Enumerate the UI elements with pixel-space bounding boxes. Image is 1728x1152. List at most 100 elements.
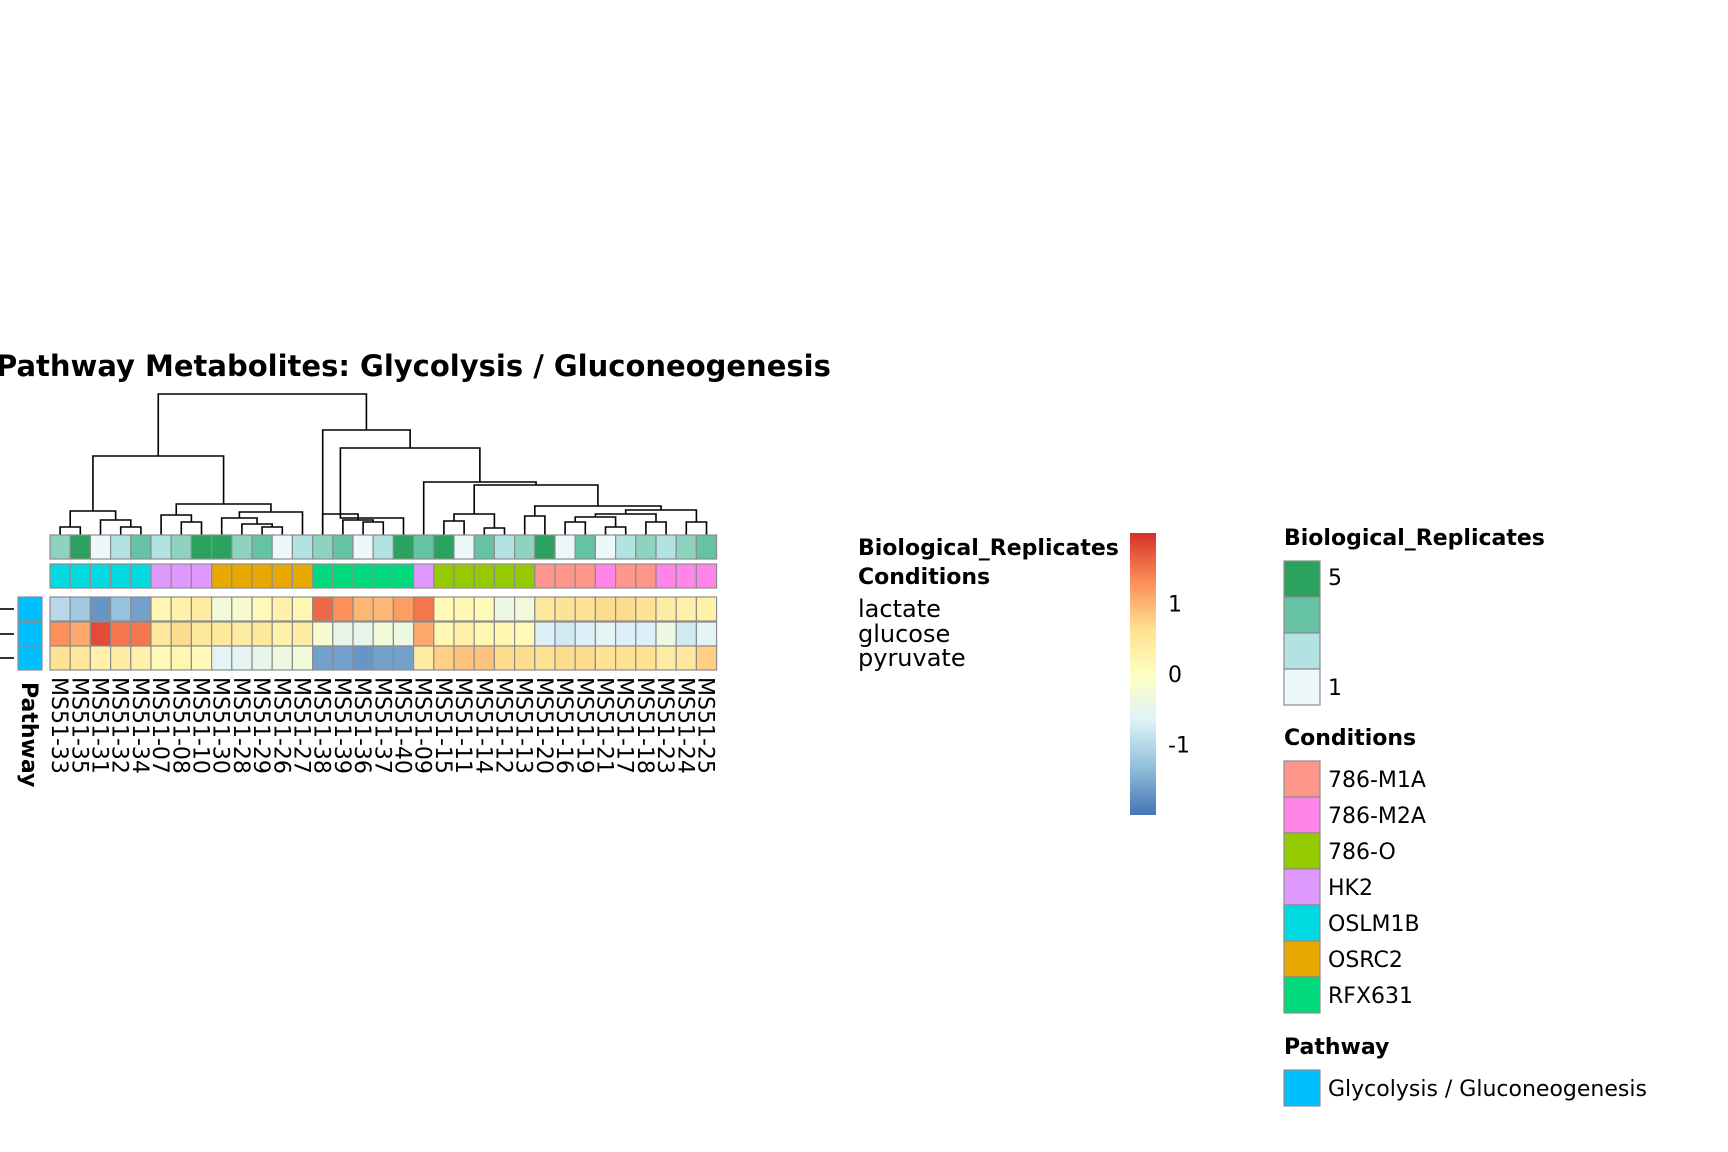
- heatmap-cell: [392, 621, 415, 647]
- dendrogram-link: [564, 521, 587, 535]
- heatmap-cell: [271, 621, 294, 647]
- condition-cell: [473, 563, 496, 589]
- heatmap-cell: [493, 596, 516, 622]
- condition-cell: [312, 563, 334, 589]
- column-label: MS51-20: [531, 677, 556, 774]
- column-label: MS51-39: [329, 677, 354, 774]
- heatmap-cell: [332, 645, 354, 671]
- condition-cell: [291, 563, 314, 589]
- condition-cell: [49, 563, 71, 589]
- column-label: MS51-38: [309, 677, 334, 774]
- replicate-cell: [433, 534, 455, 560]
- dendrogram-link: [645, 521, 667, 535]
- column-label: MS51-25: [693, 677, 718, 774]
- heatmap-cell: [352, 645, 374, 671]
- row-label: pyruvate: [858, 644, 966, 672]
- heatmap-cell: [473, 621, 496, 647]
- dendrogram-link: [69, 510, 117, 527]
- heatmap-cell: [493, 645, 516, 671]
- heatmap-cell: [170, 621, 192, 647]
- column-label: MS51-29: [248, 677, 273, 774]
- heatmap-cell: [695, 596, 718, 622]
- heatmap-cell: [513, 621, 536, 647]
- heatmap-cell: [49, 596, 71, 622]
- heatmap-cell: [109, 596, 132, 622]
- heatmap-cell: [69, 596, 91, 622]
- replicate-cell: [130, 534, 152, 560]
- condition-cell: [534, 563, 556, 589]
- colorbar-ticks: 1 0 -1: [1168, 593, 1190, 759]
- heatmap-cell: [291, 645, 314, 671]
- dendrogram-link: [604, 526, 627, 535]
- row-label: lactate: [858, 595, 941, 623]
- heatmap-cell: [211, 645, 233, 671]
- dendrogram-link: [685, 521, 708, 535]
- heatmap-cells: [49, 596, 718, 671]
- replicate-cell: [453, 534, 475, 560]
- column-label: MS51-16: [551, 677, 576, 774]
- replicate-cell: [594, 534, 617, 560]
- legend-title: Biological_Replicates: [1284, 526, 1545, 551]
- dendrogram-link: [261, 526, 284, 535]
- replicate-cell: [513, 534, 536, 560]
- heatmap-cell: [635, 596, 657, 622]
- condition-cell: [614, 563, 637, 589]
- legend-group: Biological_Replicates 5 1: [1283, 526, 1545, 706]
- heatmap-cell: [675, 596, 698, 622]
- heatmap-cell: [231, 596, 253, 622]
- heatmap-cell: [69, 621, 91, 647]
- dendrogram-link: [362, 521, 385, 535]
- heatmap-cell: [614, 645, 637, 671]
- heatmap-cell: [312, 645, 334, 671]
- dendrogram-link: [624, 509, 698, 522]
- heatmap-cell: [574, 596, 597, 622]
- legend-swatch: [1283, 940, 1321, 978]
- heatmap-cell: [291, 596, 314, 622]
- heatmap-cell: [130, 596, 152, 622]
- heatmap-cell: [554, 645, 576, 671]
- condition-cell: [433, 563, 455, 589]
- replicate-cell: [392, 534, 415, 560]
- condition-cell: [332, 563, 354, 589]
- heatmap-cell: [231, 621, 253, 647]
- column-label: MS51-33: [46, 677, 71, 774]
- heatmap-cell: [150, 645, 172, 671]
- heatmap-cell: [332, 596, 354, 622]
- legend-label: RFX631: [1328, 984, 1413, 1009]
- condition-cell: [655, 563, 677, 589]
- replicate-cell: [291, 534, 314, 560]
- heatmap-cell: [675, 621, 698, 647]
- condition-cell: [554, 563, 576, 589]
- replicate-cell: [675, 534, 698, 560]
- column-label: MS51-37: [369, 677, 394, 774]
- column-label: MS51-11: [450, 677, 475, 774]
- heatmap-cell: [493, 621, 516, 647]
- replicate-cell: [473, 534, 496, 560]
- column-label: MS51-17: [612, 677, 637, 774]
- column-label: MS51-15: [430, 677, 455, 774]
- heatmap-cell: [150, 621, 172, 647]
- replicate-cell: [49, 534, 71, 560]
- dendrogram-link: [160, 514, 193, 535]
- heatmap-cell: [130, 621, 152, 647]
- pathway-annotation-label: Pathway: [16, 682, 41, 787]
- heatmap-cell: [130, 645, 152, 671]
- heatmap-cell: [190, 621, 213, 647]
- condition-cell: [150, 563, 172, 589]
- column-label: MS51-27: [289, 677, 314, 774]
- condition-cell: [635, 563, 657, 589]
- condition-cell: [190, 563, 213, 589]
- column-label: MS51-18: [632, 677, 657, 774]
- heatmap-cell: [372, 621, 395, 647]
- heatmap-cell: [392, 596, 415, 622]
- replicate-cell: [332, 534, 354, 560]
- legends: Biological_Replicates 5 1 Conditions 786-M1A…: [1283, 526, 1647, 1107]
- legend-swatch: [1283, 832, 1321, 870]
- dendrogram-link: [339, 514, 405, 535]
- heatmap-cell: [190, 596, 213, 622]
- legend-label: 5: [1328, 566, 1342, 591]
- legend-label: 1: [1328, 676, 1342, 701]
- heatmap-cell: [453, 621, 475, 647]
- heatmap-cell: [453, 645, 475, 671]
